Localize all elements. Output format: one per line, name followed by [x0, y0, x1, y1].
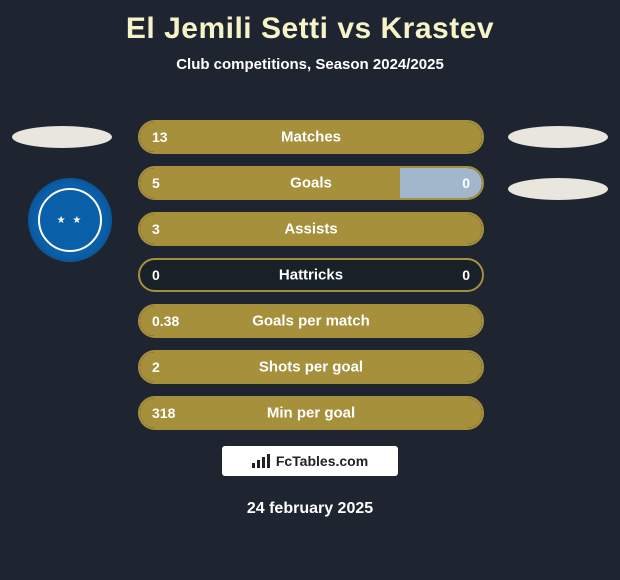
club-badge-inner: ★ ★ — [38, 188, 102, 252]
page-subtitle: Club competitions, Season 2024/2025 — [0, 56, 620, 73]
brand-icon — [252, 454, 270, 468]
stat-label: Goals — [140, 175, 482, 192]
stat-row: 13Matches — [138, 120, 484, 154]
stats-list: 13Matches 50Goals 3Assists 00Hattricks 0.38G… — [138, 120, 484, 430]
brand-text: FcTables.com — [276, 453, 368, 469]
stat-label: Matches — [140, 129, 482, 146]
stat-row: 318Min per goal — [138, 396, 484, 430]
page-title: El Jemili Setti vs Krastev — [0, 0, 620, 46]
stat-row: 50Goals — [138, 166, 484, 200]
date-text: 24 february 2025 — [0, 500, 620, 518]
stat-label: Min per goal — [140, 405, 482, 422]
brand-box: FcTables.com — [222, 446, 398, 476]
stat-label: Hattricks — [140, 267, 482, 284]
stat-label: Assists — [140, 221, 482, 238]
club-badge-mark: ★ ★ — [57, 215, 84, 226]
stat-row: 3Assists — [138, 212, 484, 246]
stat-label: Goals per match — [140, 313, 482, 330]
club-badge: ★ ★ — [28, 178, 112, 262]
player-oval-right-2 — [508, 178, 608, 200]
stat-label: Shots per goal — [140, 359, 482, 376]
stat-row: 00Hattricks — [138, 258, 484, 292]
player-oval-right-1 — [508, 126, 608, 148]
stat-row: 2Shots per goal — [138, 350, 484, 384]
player-oval-left — [12, 126, 112, 148]
stat-row: 0.38Goals per match — [138, 304, 484, 338]
comparison-card: El Jemili Setti vs Krastev Club competit… — [0, 0, 620, 580]
